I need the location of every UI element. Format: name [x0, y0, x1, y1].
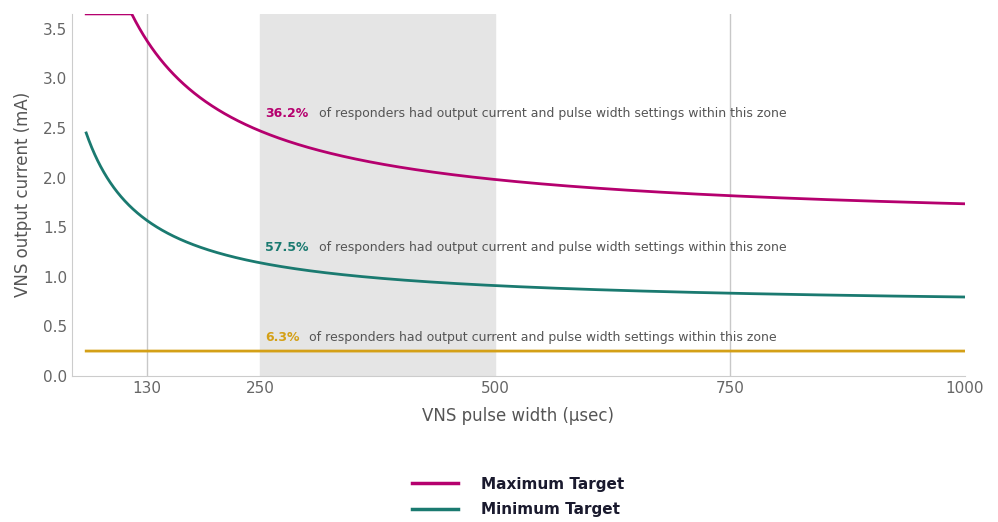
Text: of responders had output current and pulse width settings within this zone: of responders had output current and pul… [315, 241, 786, 254]
Text: of responders had output current and pulse width settings within this zone: of responders had output current and pul… [314, 107, 786, 120]
Text: of responders had output current and pulse width settings within this zone: of responders had output current and pul… [304, 331, 776, 344]
Legend: Maximum Target, Minimum Target, VNS (On): Maximum Target, Minimum Target, VNS (On) [406, 470, 631, 522]
Bar [260, 14, 495, 376]
Text: 36.2%: 36.2% [264, 107, 308, 120]
Text: 6.3%: 6.3% [264, 331, 299, 344]
Text: 57.5%: 57.5% [264, 241, 308, 254]
Y-axis label: VNS output current (mA): VNS output current (mA) [14, 92, 32, 298]
X-axis label: VNS pulse width (μsec): VNS pulse width (μsec) [422, 407, 615, 425]
